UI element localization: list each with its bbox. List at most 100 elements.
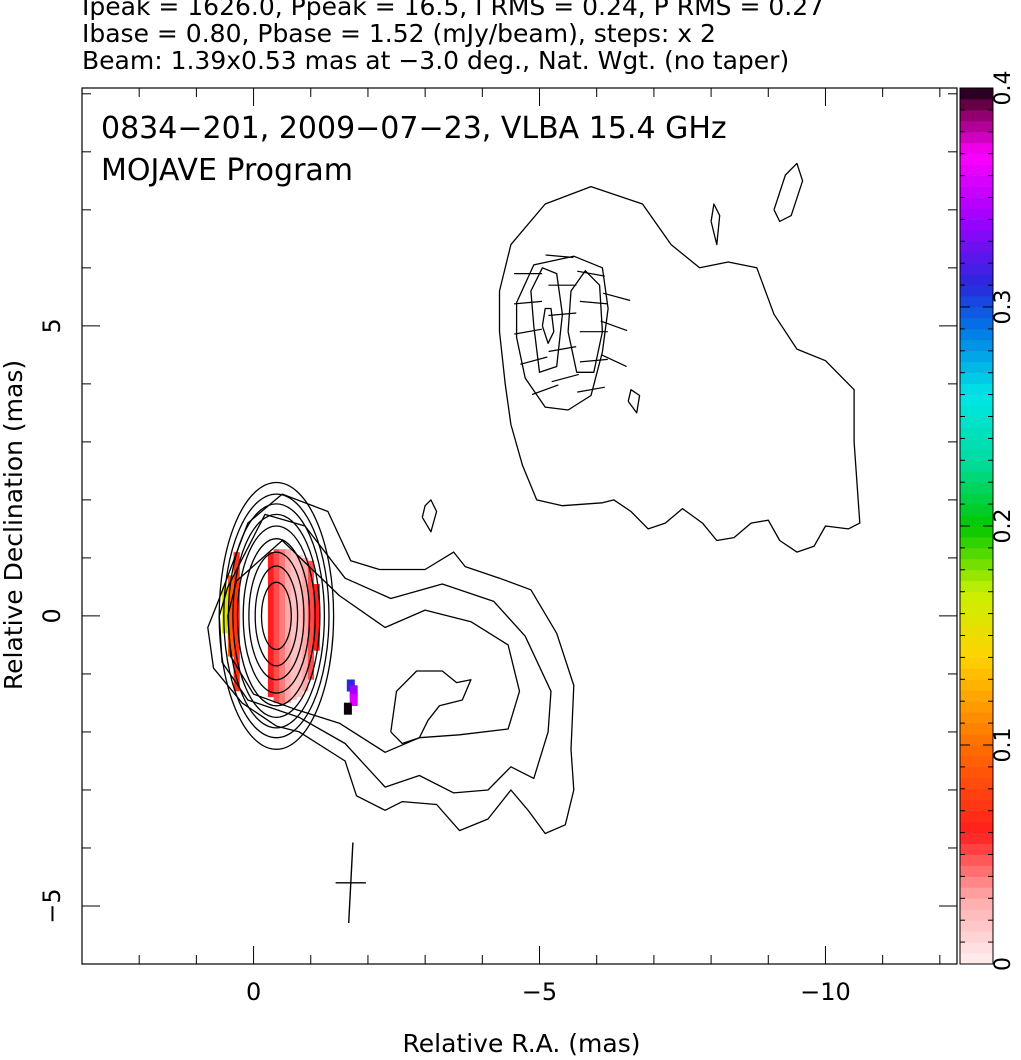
jet-contour-4 bbox=[498, 185, 861, 553]
colorbar-step bbox=[960, 898, 993, 910]
jet-contour-1 bbox=[218, 513, 552, 794]
colorbar-step bbox=[960, 120, 993, 133]
header-line-1: Ipeak = 1626.0, Ppeak = 16.5, I RMS = 0.… bbox=[82, 0, 825, 21]
pol-column-0 bbox=[267, 552, 275, 698]
colorbar-step bbox=[960, 164, 993, 176]
colorbar-step bbox=[960, 854, 993, 866]
colorbar-step bbox=[960, 810, 993, 823]
colorbar-step bbox=[960, 591, 993, 604]
jet-contour-6 bbox=[530, 267, 564, 373]
evpa-vector-14 bbox=[577, 386, 605, 393]
beam-cross bbox=[335, 842, 366, 924]
evpa-vector-17 bbox=[600, 354, 627, 368]
colorbar-step bbox=[960, 142, 993, 155]
colorbar-step bbox=[960, 339, 993, 352]
colorbar-step bbox=[960, 263, 993, 275]
colorbar-tick-label-0: 0 bbox=[991, 957, 1016, 971]
colorbar-step bbox=[960, 515, 993, 527]
colorbar-step bbox=[960, 241, 993, 253]
colorbar-step bbox=[960, 109, 993, 122]
colorbar-step bbox=[960, 799, 993, 812]
colorbar-step bbox=[960, 307, 993, 319]
evpa-vectors bbox=[514, 254, 631, 396]
colorbar-step bbox=[960, 580, 993, 593]
colorbar-step bbox=[960, 755, 993, 768]
chart-title: 0834−201, 2009−07−23, VLBA 15.4 GHz bbox=[101, 111, 727, 146]
jet-contour-2 bbox=[227, 539, 521, 753]
colorbar-step bbox=[960, 230, 993, 242]
pol-column-5 bbox=[296, 555, 303, 698]
pol-column-8 bbox=[313, 584, 320, 651]
colorbar-step bbox=[960, 668, 993, 680]
jet-contour-3 bbox=[390, 670, 472, 745]
colorbar-tick-label-3: 0.3 bbox=[991, 290, 1016, 325]
colorbar-step bbox=[960, 526, 993, 538]
colorbar-step bbox=[960, 821, 993, 833]
pol-column-4 bbox=[290, 552, 297, 700]
pol-column-11 bbox=[222, 586, 229, 634]
jet-contour-5 bbox=[515, 255, 609, 411]
jet-contour-11 bbox=[773, 162, 804, 223]
colorbar-step bbox=[960, 252, 993, 264]
evpa-vector-2 bbox=[514, 328, 543, 335]
header-line-3: Beam: 1.39x0.53 mas at −3.0 deg., Nat. W… bbox=[82, 46, 790, 75]
colorbar-step bbox=[960, 219, 993, 231]
colorbar-step bbox=[960, 701, 993, 713]
colorbar-step bbox=[960, 274, 993, 286]
colorbar-tick-label-1: 0.1 bbox=[991, 728, 1016, 763]
colorbar-step bbox=[960, 745, 993, 757]
evpa-vector-10 bbox=[577, 270, 605, 277]
x-tick-label-2: −10 bbox=[800, 978, 851, 1006]
evpa-vector-13 bbox=[579, 358, 608, 363]
core-contour-6 bbox=[248, 551, 305, 681]
colorbar-step bbox=[960, 350, 993, 363]
header-line-2: Ibase = 0.80, Pbase = 1.52 (mJy/beam), s… bbox=[82, 19, 716, 48]
core-contour-7 bbox=[254, 565, 299, 667]
colorbar-step bbox=[960, 317, 993, 330]
colorbar-step bbox=[960, 712, 993, 724]
pol-column-9 bbox=[233, 552, 240, 692]
colorbar-tick-label-2: 0.2 bbox=[991, 509, 1016, 544]
pol-column-10 bbox=[227, 575, 234, 657]
colorbar-step bbox=[960, 98, 993, 111]
colorbar-step bbox=[960, 931, 993, 943]
colorbar-step bbox=[960, 285, 993, 297]
colorbar-step bbox=[960, 471, 993, 483]
jet-contour-7 bbox=[567, 270, 604, 373]
x-tick-label-0: 0 bbox=[246, 978, 261, 1006]
core-contour-4 bbox=[236, 525, 316, 707]
pol-pixel-3 bbox=[343, 702, 352, 715]
y-tick-label-0: −5 bbox=[38, 888, 66, 923]
evpa-vector-8 bbox=[548, 346, 577, 353]
pol-column-2 bbox=[279, 549, 286, 706]
colorbar-step bbox=[960, 679, 993, 691]
colorbar-step bbox=[960, 131, 993, 144]
colorbar-step bbox=[960, 865, 993, 877]
jet-contour-12 bbox=[627, 389, 641, 414]
colorbar: 0 0.1 0.2 0.3 0.4 bbox=[959, 71, 1016, 971]
colorbar-step bbox=[960, 635, 993, 647]
evpa-vector-15 bbox=[603, 292, 631, 302]
core-contour-5 bbox=[242, 538, 311, 694]
colorbar-step bbox=[960, 482, 993, 494]
pol-column-1 bbox=[273, 549, 280, 703]
colorbar-step bbox=[960, 832, 993, 844]
colorbar-step bbox=[960, 186, 993, 198]
evpa-vector-11 bbox=[579, 300, 608, 305]
colorbar-step bbox=[960, 449, 993, 461]
colorbar-step bbox=[960, 328, 993, 341]
colorbar-step bbox=[960, 734, 993, 746]
colorbar-step bbox=[960, 942, 993, 954]
colorbar-step bbox=[960, 624, 993, 636]
colorbar-step bbox=[960, 777, 993, 790]
colorbar-step bbox=[960, 460, 993, 472]
colorbar-step bbox=[960, 887, 993, 899]
core-contour-3 bbox=[232, 513, 321, 719]
colorbar-step bbox=[960, 383, 993, 395]
axes-ticks: 0 −5 −10 −5 0 5 bbox=[38, 88, 957, 1006]
colorbar-step bbox=[960, 416, 993, 428]
jet-contour-10 bbox=[710, 203, 721, 246]
colorbar-step bbox=[960, 88, 993, 100]
colorbar-step bbox=[960, 197, 993, 209]
fractional-polarization-pixels bbox=[222, 549, 358, 715]
